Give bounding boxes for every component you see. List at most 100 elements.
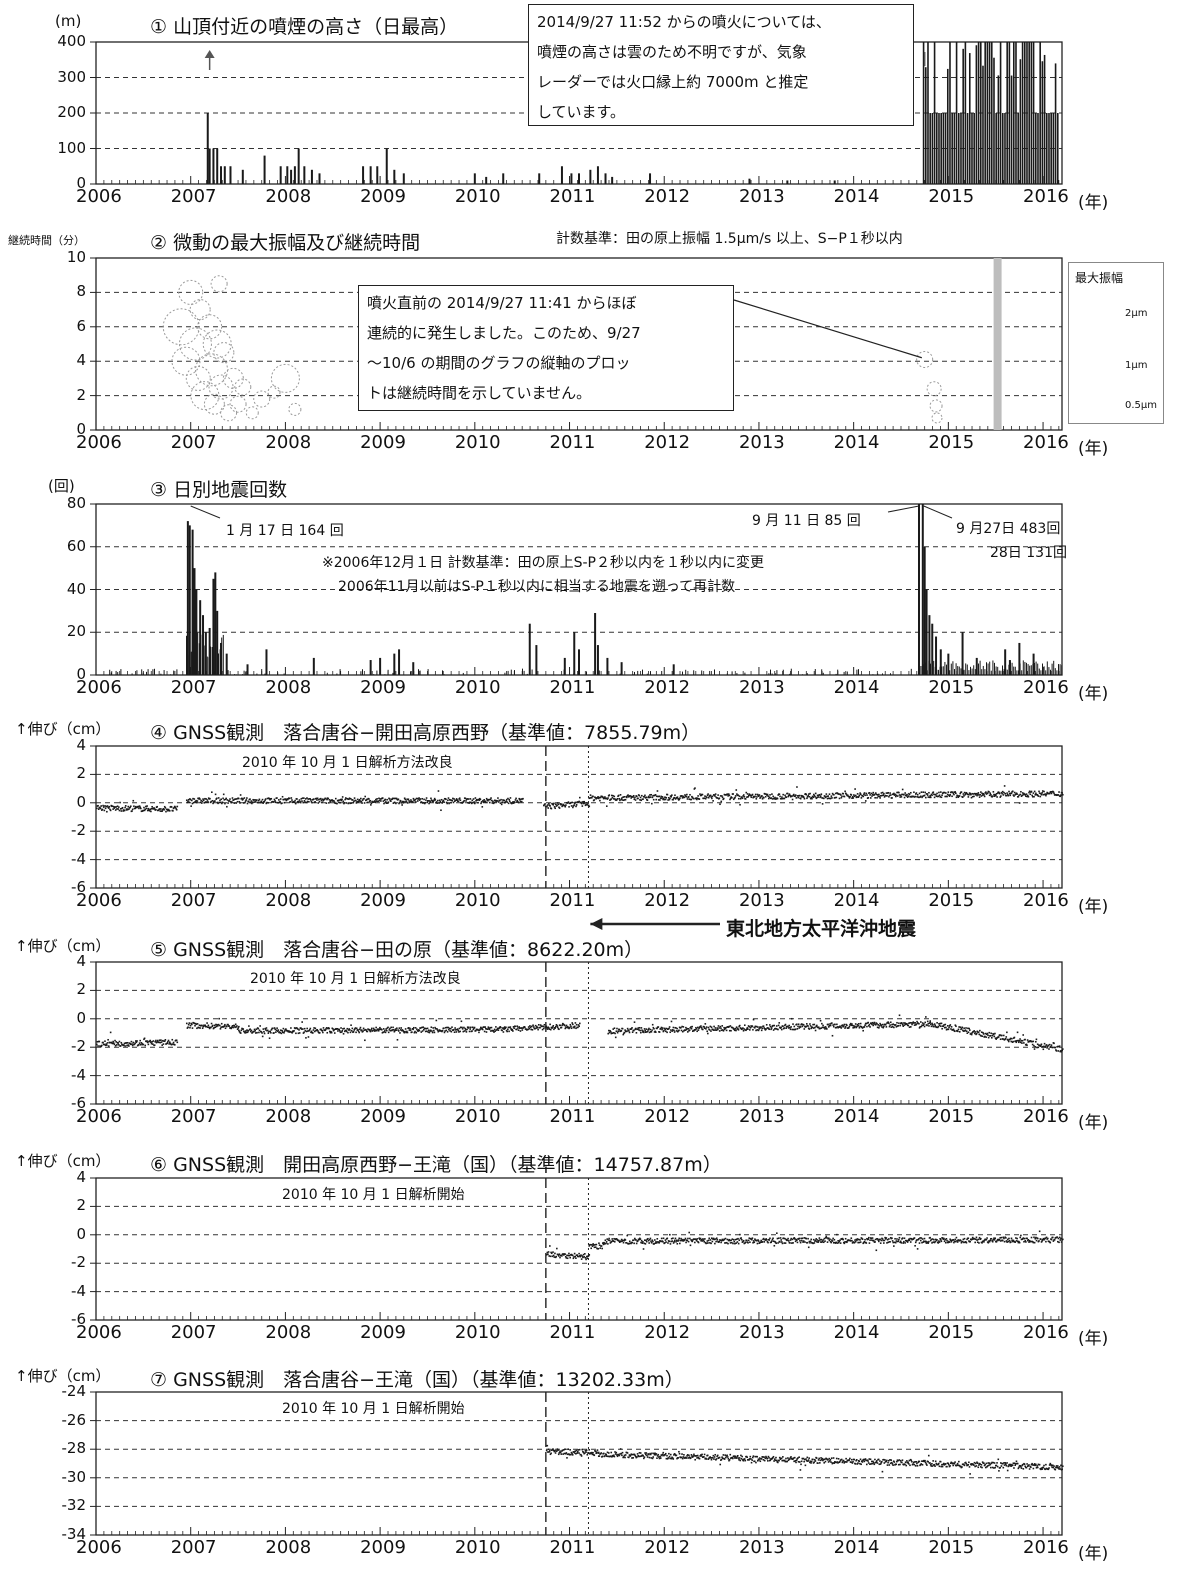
gnss-point bbox=[846, 1241, 848, 1244]
gnss-point bbox=[729, 1239, 731, 1242]
gnss-point bbox=[137, 805, 140, 808]
plume-bar bbox=[833, 180, 836, 184]
gnss-point bbox=[605, 805, 608, 807]
gnss-point bbox=[239, 794, 242, 796]
gnss-point bbox=[185, 1022, 188, 1025]
quake-bar bbox=[731, 671, 733, 675]
gnss-point bbox=[688, 798, 691, 800]
gnss-point bbox=[393, 797, 395, 800]
gnss-point bbox=[1038, 1044, 1041, 1047]
gnss-point bbox=[896, 1238, 898, 1240]
gnss-point bbox=[147, 807, 150, 810]
gnss-point bbox=[955, 792, 957, 795]
gnss-point bbox=[986, 1032, 989, 1035]
gnss-point bbox=[759, 796, 762, 799]
gnss-point bbox=[794, 1238, 796, 1240]
gnss-point bbox=[1002, 794, 1005, 796]
gnss-point bbox=[863, 792, 866, 794]
gnss-point bbox=[771, 793, 773, 795]
plot-frame bbox=[95, 1391, 1063, 1536]
gnss-point bbox=[267, 1032, 270, 1034]
gnss-point bbox=[652, 794, 654, 797]
quake-bar bbox=[790, 668, 792, 675]
gnss-point bbox=[355, 799, 357, 802]
gnss-point bbox=[877, 795, 880, 798]
gnss-point bbox=[641, 794, 643, 797]
gnss-point bbox=[452, 801, 455, 804]
gnss-point bbox=[440, 809, 442, 812]
gnss-point bbox=[236, 1028, 239, 1031]
gnss-point bbox=[187, 1026, 189, 1029]
gnss-point bbox=[733, 1240, 736, 1243]
quake-bar bbox=[110, 672, 112, 675]
gnss-point bbox=[163, 808, 165, 811]
gnss-point bbox=[802, 1240, 805, 1242]
quake-bar bbox=[955, 663, 957, 675]
tremor-bubble bbox=[210, 275, 228, 293]
gnss-point bbox=[707, 1032, 709, 1035]
gnss-point bbox=[281, 1029, 283, 1032]
gnss-point bbox=[713, 1025, 715, 1028]
gnss-point bbox=[620, 1240, 622, 1243]
gnss-point bbox=[920, 1021, 922, 1023]
plume-bar bbox=[1021, 42, 1024, 184]
gnss-point bbox=[859, 793, 862, 795]
gnss-point bbox=[948, 1025, 951, 1027]
gnss-point bbox=[442, 799, 445, 802]
gnss-point bbox=[689, 1244, 692, 1247]
quake-bar bbox=[954, 669, 955, 675]
gnss-point bbox=[320, 799, 323, 802]
gnss-point bbox=[859, 792, 861, 794]
gnss-point bbox=[831, 1240, 834, 1242]
gnss-point bbox=[118, 1044, 120, 1046]
gnss-point bbox=[684, 794, 686, 796]
gnss-point bbox=[342, 1033, 345, 1035]
gnss-point bbox=[310, 1030, 313, 1033]
gnss-point bbox=[745, 1239, 748, 1242]
gnss-point bbox=[325, 1028, 327, 1030]
gnss-point bbox=[470, 801, 472, 804]
gnss-point bbox=[871, 795, 873, 797]
gnss-point bbox=[168, 1043, 170, 1045]
gnss-point bbox=[583, 1256, 585, 1258]
gnss-point bbox=[770, 797, 773, 799]
gnss-point bbox=[202, 799, 205, 802]
gnss-point bbox=[651, 1023, 654, 1026]
gnss-point bbox=[764, 1239, 767, 1241]
gnss-point bbox=[907, 1239, 910, 1242]
gnss-point bbox=[445, 1029, 448, 1032]
gnss-point bbox=[220, 798, 223, 801]
gnss-point bbox=[610, 794, 613, 797]
gnss-point bbox=[1040, 792, 1042, 795]
gnss-point bbox=[408, 800, 410, 802]
gnss-point bbox=[252, 799, 255, 801]
gnss-point bbox=[865, 1242, 868, 1244]
gnss-point bbox=[815, 1238, 818, 1240]
gnss-point bbox=[1033, 795, 1035, 798]
gnss-point bbox=[462, 801, 465, 803]
gnss-point bbox=[779, 1241, 781, 1243]
gnss-point bbox=[774, 1241, 777, 1244]
quake-bar bbox=[1043, 666, 1045, 675]
gnss-point bbox=[652, 1026, 655, 1029]
gnss-point bbox=[848, 1025, 851, 1028]
gnss-point bbox=[237, 1027, 240, 1029]
gnss-point bbox=[384, 1031, 387, 1034]
gnss-point bbox=[872, 1024, 875, 1027]
gnss-point bbox=[874, 796, 876, 799]
gnss-point bbox=[832, 1024, 834, 1026]
gnss-point bbox=[654, 794, 657, 796]
gnss-point bbox=[887, 1241, 890, 1244]
gnss-point bbox=[831, 1022, 833, 1024]
gnss-point bbox=[697, 1029, 700, 1031]
gnss-point bbox=[656, 795, 658, 798]
gnss-point bbox=[910, 1022, 913, 1024]
gnss-point bbox=[271, 1027, 274, 1030]
gnss-point bbox=[943, 1024, 945, 1026]
gnss-point bbox=[742, 794, 745, 796]
gnss-point bbox=[679, 797, 681, 799]
gnss-point bbox=[660, 1026, 663, 1029]
gnss-point bbox=[1059, 795, 1062, 798]
gnss-point bbox=[601, 1247, 603, 1250]
gnss-point bbox=[1037, 795, 1040, 797]
